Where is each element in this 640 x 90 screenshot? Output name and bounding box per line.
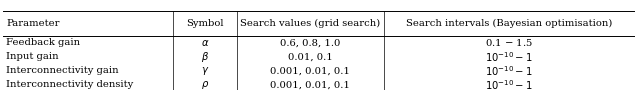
Text: 0.001, 0.01, 0.1: 0.001, 0.01, 0.1 (271, 80, 350, 89)
Text: $\beta$: $\beta$ (201, 50, 209, 64)
Text: $10^{-10} - 1$: $10^{-10} - 1$ (485, 78, 532, 90)
Text: $\rho$: $\rho$ (201, 79, 209, 90)
Text: $\gamma$: $\gamma$ (200, 65, 209, 77)
Text: Interconnectivity density: Interconnectivity density (6, 80, 134, 89)
Text: $10^{-10} - 1$: $10^{-10} - 1$ (485, 64, 532, 78)
Text: $\alpha$: $\alpha$ (200, 38, 209, 48)
Text: Input gain: Input gain (6, 52, 59, 61)
Text: $10^{-10} - 1$: $10^{-10} - 1$ (485, 50, 532, 64)
Text: 0.01, 0.1: 0.01, 0.1 (288, 52, 333, 61)
Text: 0.1 $-$ 1.5: 0.1 $-$ 1.5 (485, 37, 532, 49)
Text: Parameter: Parameter (6, 19, 60, 28)
Text: Search intervals (Bayesian optimisation): Search intervals (Bayesian optimisation) (406, 19, 612, 28)
Text: Symbol: Symbol (186, 19, 223, 28)
Text: Interconnectivity gain: Interconnectivity gain (6, 66, 119, 75)
Text: 0.001, 0.01, 0.1: 0.001, 0.01, 0.1 (271, 66, 350, 75)
Text: Search values (grid search): Search values (grid search) (240, 19, 381, 28)
Text: 0.6, 0.8, 1.0: 0.6, 0.8, 1.0 (280, 39, 340, 48)
Text: Feedback gain: Feedback gain (6, 39, 81, 48)
